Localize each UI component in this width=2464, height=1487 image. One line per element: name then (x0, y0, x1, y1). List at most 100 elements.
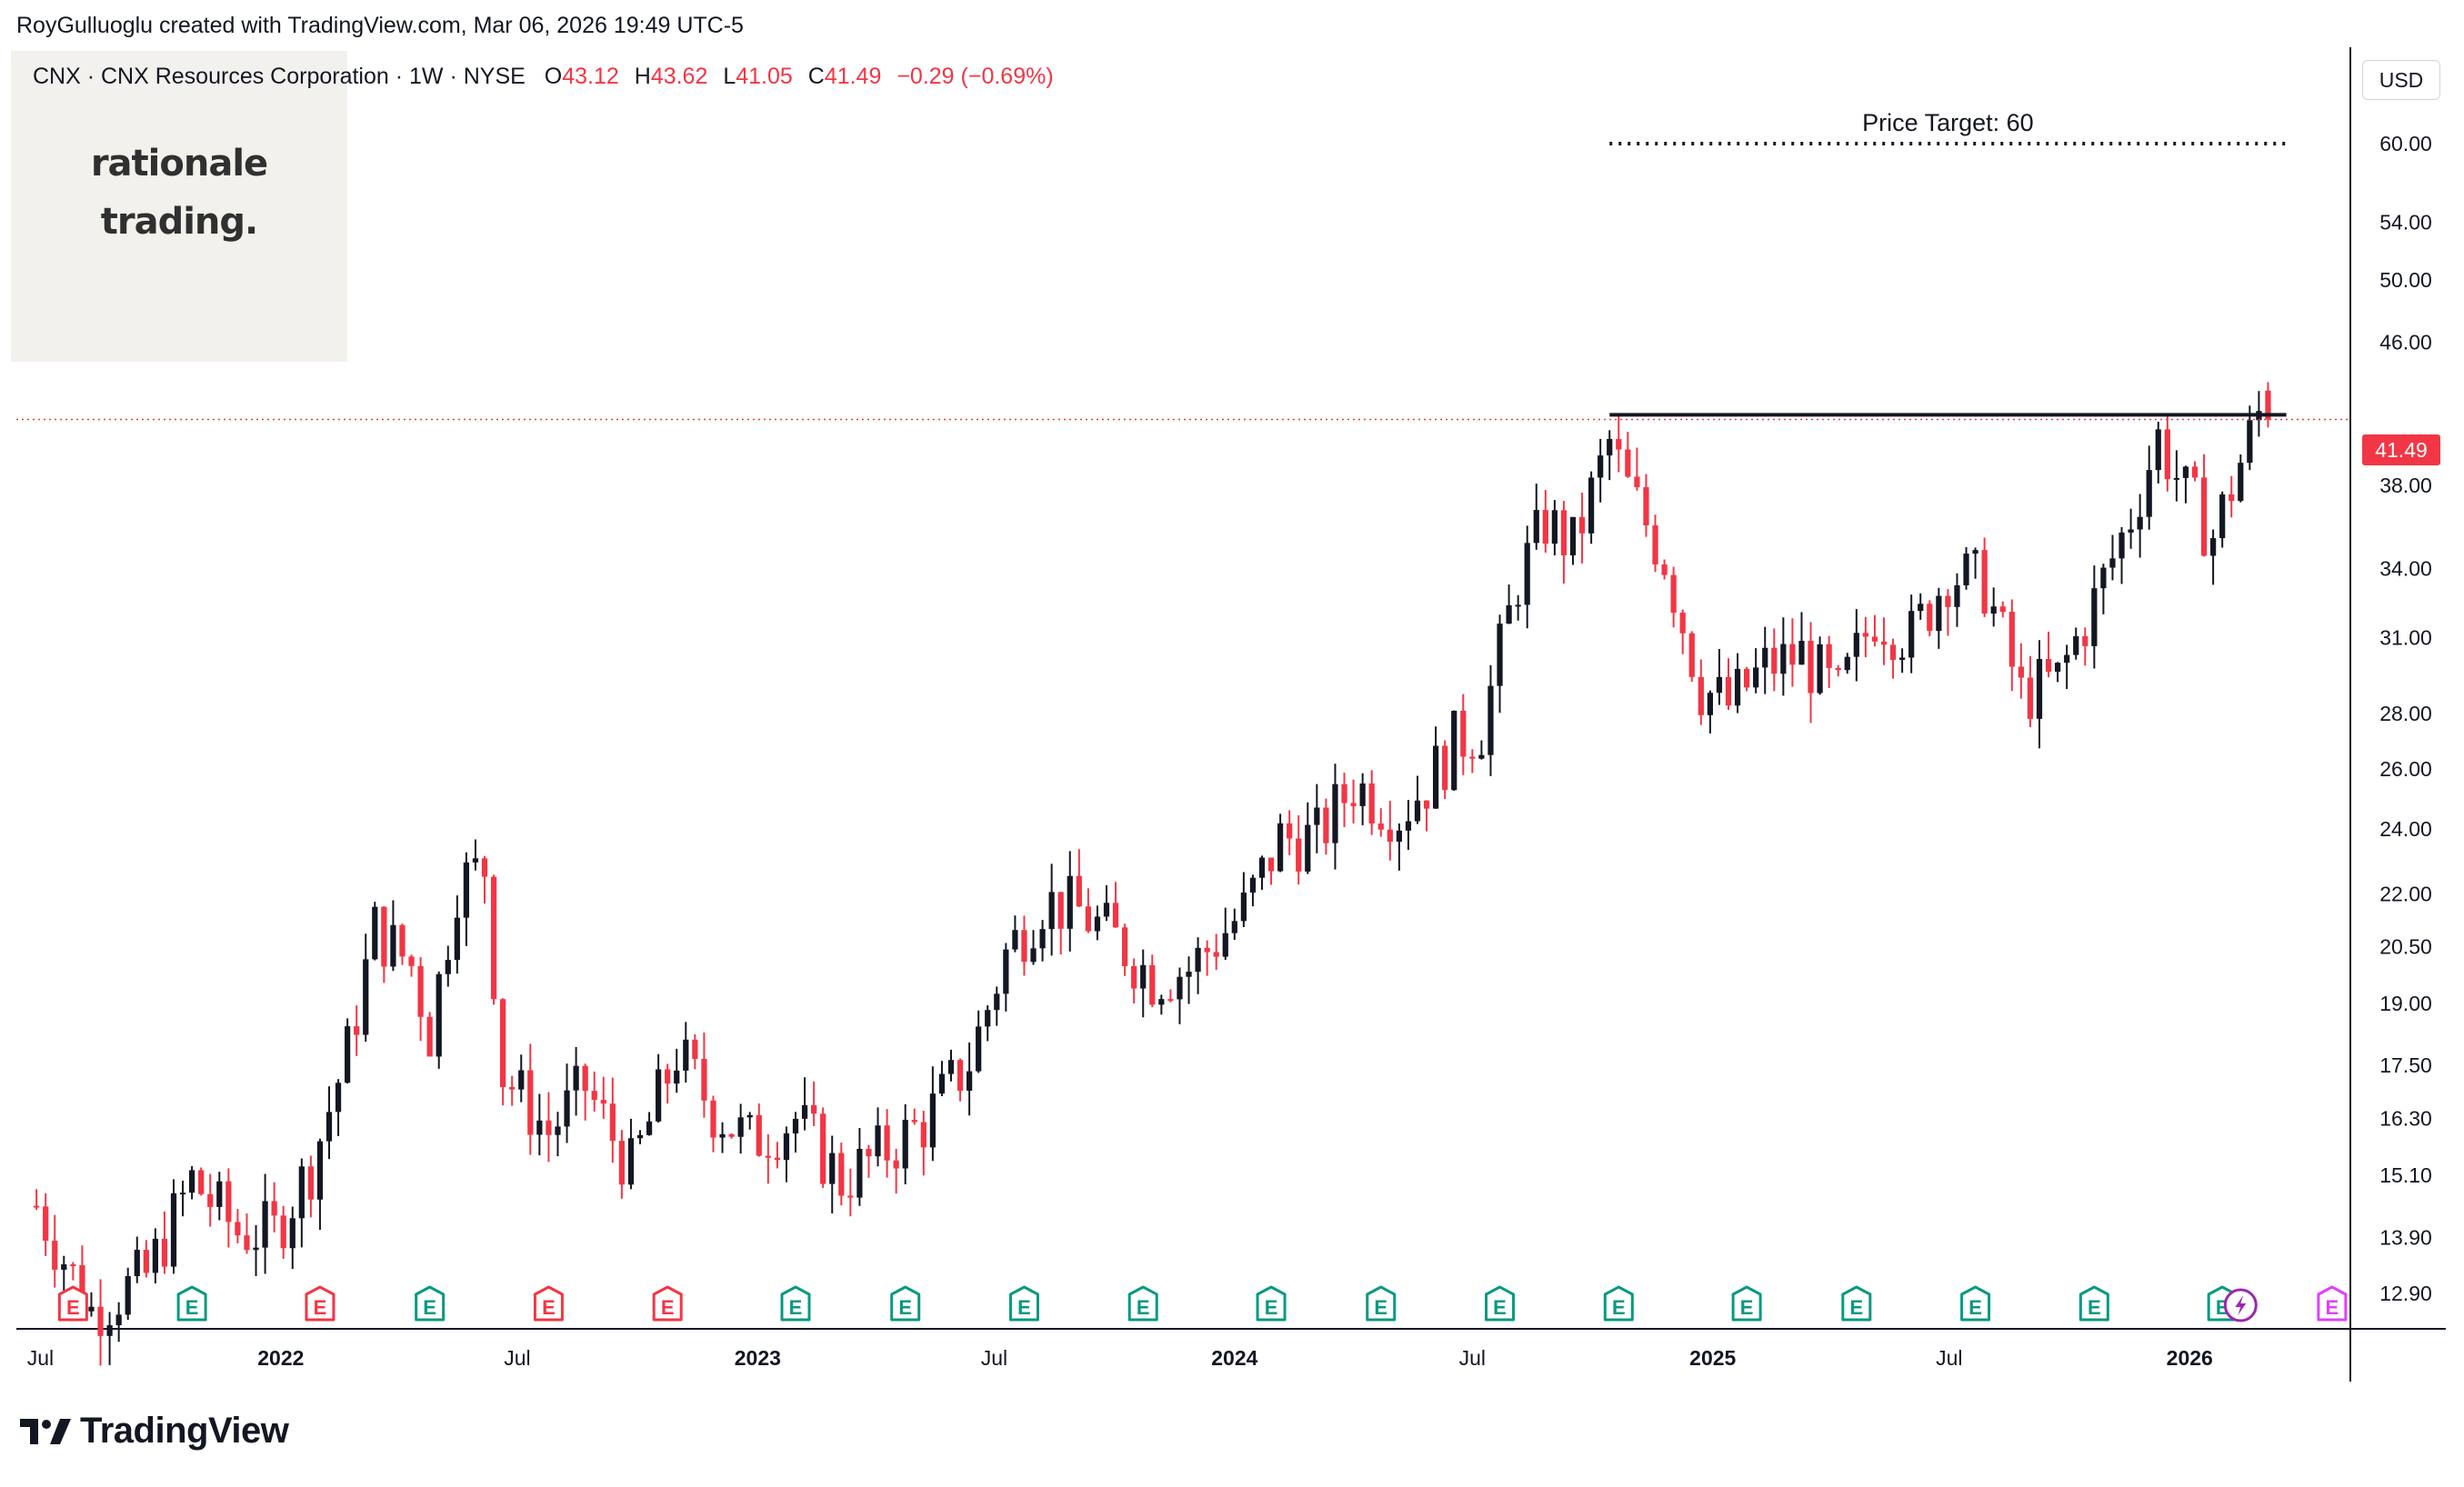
candle-body (1240, 892, 1247, 922)
symbol-description[interactable]: CNX · CNX Resources Corporation · 1W · N… (33, 64, 526, 89)
earnings-icon (1256, 1285, 1287, 1322)
earnings-icon (533, 1285, 564, 1322)
candle-body (1826, 644, 1832, 668)
candle-body (2164, 429, 2170, 480)
candle-body (1908, 611, 1915, 658)
candle-body (1204, 947, 1210, 953)
candle-body (1918, 604, 1924, 612)
candle-body (2219, 494, 2226, 539)
candle-body (2200, 477, 2208, 556)
tradingview-logo[interactable]: TradingView (20, 1411, 289, 1452)
candle-body (1305, 824, 1311, 872)
earnings-icon-label: E (1374, 1296, 1387, 1319)
candle-body (1661, 564, 1668, 575)
x-tick-label: 2025 (1689, 1346, 1736, 1370)
candle-body (2229, 494, 2235, 502)
candle-body (1835, 667, 1841, 671)
candle-body (2036, 659, 2043, 719)
earnings-icon-label: E (2326, 1296, 2339, 1319)
earnings-icon-label: E (789, 1296, 803, 1319)
y-tick-label: 54.00 (2379, 211, 2432, 235)
candle-body (1497, 624, 1503, 686)
candle-body (326, 1112, 333, 1142)
candle-body (2173, 477, 2180, 480)
candle-body (947, 1060, 955, 1074)
candle-body (2091, 588, 2098, 646)
candle-body (1103, 903, 1110, 917)
candle-body (701, 1058, 707, 1101)
candle-body (481, 858, 488, 877)
candle-body (88, 1306, 95, 1312)
candle-body (1341, 783, 1347, 803)
candle-body (1478, 754, 1485, 759)
candle-body (1094, 916, 1101, 932)
close-value: 41.49 (824, 64, 882, 89)
candle-body (1158, 999, 1165, 1005)
x-tick-label: 2024 (1211, 1346, 1257, 1370)
candle-body (1258, 857, 1266, 878)
earnings-icon-label: E (898, 1296, 912, 1319)
candle-body (1871, 636, 1878, 642)
earnings-icon (1366, 1285, 1397, 1322)
x-tick-label: 2022 (257, 1346, 304, 1370)
candle-body (756, 1114, 762, 1156)
candle-body (1927, 604, 1933, 632)
x-tick-label: Jul (27, 1346, 54, 1370)
candle-body (1506, 604, 1512, 624)
earnings-icon-label: E (66, 1296, 80, 1319)
candle-body (2073, 635, 2079, 655)
earnings-icon-label: E (1493, 1296, 1507, 1319)
candle-body (810, 1104, 817, 1114)
candle-body (1853, 633, 1859, 657)
y-tick-label: 31.00 (2379, 625, 2432, 649)
candle-body (746, 1114, 753, 1118)
candle-body (2191, 466, 2199, 478)
candle-body (683, 1039, 689, 1071)
earnings-icon (780, 1285, 811, 1322)
y-tick-label: 12.90 (2379, 1282, 2432, 1305)
y-tick-label: 34.00 (2379, 556, 2432, 580)
candle-body (1332, 783, 1338, 843)
candle-body (1808, 641, 1814, 694)
candle-body (106, 1324, 113, 1336)
candle-body (1817, 644, 1823, 694)
candle-body (43, 1206, 49, 1242)
candle-body (170, 1193, 177, 1267)
watermark-line-1: rationale (90, 143, 268, 185)
candle-body (582, 1065, 588, 1092)
earnings-icon-label: E (1017, 1296, 1031, 1319)
candle-body-last (2265, 390, 2271, 420)
candle-body (765, 1155, 771, 1158)
candle-body (509, 1086, 516, 1090)
earnings-icon (305, 1285, 336, 1322)
candle-body (1460, 710, 1467, 757)
price-target-label: Price Target: 60 (1862, 109, 2034, 136)
candle-body (1021, 930, 1027, 963)
candle-body (307, 1166, 315, 1200)
candle-body (262, 1201, 268, 1248)
currency-button[interactable]: USD (2362, 60, 2440, 100)
candle-body (893, 1160, 899, 1169)
candle-body (2182, 466, 2189, 478)
earnings-icon (2078, 1285, 2109, 1322)
candle-body (1442, 745, 1448, 791)
candle-body (1679, 613, 1686, 634)
candle-body (847, 1195, 854, 1198)
candle-body (1625, 449, 1631, 477)
candle-body (271, 1201, 277, 1216)
candle-body (499, 999, 506, 1087)
candle-body (1936, 595, 1942, 632)
candle-body (536, 1120, 543, 1135)
earnings-icon-label: E (1740, 1296, 1754, 1319)
candle-body (1588, 477, 1595, 534)
candle-body (1515, 604, 1521, 607)
candle-body (2238, 463, 2244, 502)
candle-body (1945, 595, 1951, 607)
open-value: 43.12 (562, 64, 619, 89)
candle-body (856, 1148, 863, 1198)
low-value: 41.05 (736, 64, 793, 89)
earnings-icon-label: E (1137, 1296, 1150, 1319)
candle-body (573, 1065, 579, 1091)
candle-body (591, 1091, 597, 1101)
